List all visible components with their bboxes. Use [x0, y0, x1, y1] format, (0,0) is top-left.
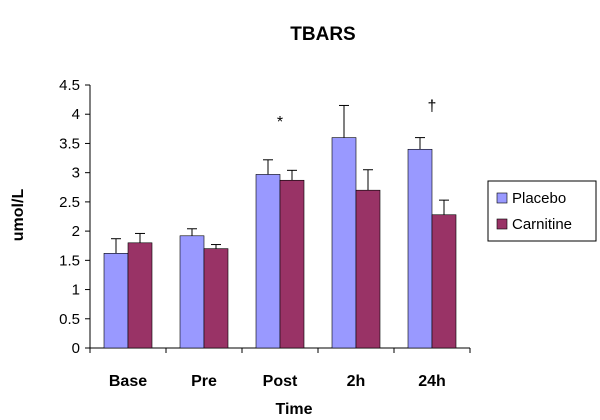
legend-label-placebo: Placebo [512, 190, 566, 207]
y-tick-label: 4 [72, 106, 80, 123]
x-tick-label: Pre [191, 373, 217, 390]
y-tick-label: 2 [72, 223, 80, 240]
bar-placebo-24h [407, 148, 433, 349]
bar-carnitine-24h [431, 214, 457, 349]
chart-title: TBARS [290, 24, 355, 45]
y-tick-label: 0 [72, 340, 80, 357]
y-tick-label: 4.5 [59, 77, 80, 94]
bar-carnitine-2h [355, 189, 381, 349]
y-tick-label: 2.5 [59, 194, 80, 211]
x-tick-label: 2h [347, 373, 366, 390]
bar-carnitine-base [127, 242, 153, 349]
y-tick-label: 1 [72, 282, 80, 299]
x-tick-label: 24h [418, 373, 446, 390]
legend-label-carnitine: Carnitine [512, 216, 572, 233]
plot-area: 0 0.5 1 1.5 2 2.5 3 3.5 4 4.5 Base Pre Post 2h 24h * † [59, 77, 471, 390]
y-tick-label: 1.5 [59, 252, 80, 269]
significance-marker: † [428, 98, 437, 115]
x-tick-label: Base [109, 373, 147, 390]
y-tick-label: 3 [72, 165, 80, 182]
bar-carnitine-post [279, 179, 305, 349]
x-tick-label: Post [263, 373, 298, 390]
legend-swatch-placebo [496, 192, 508, 204]
x-axis-label: Time [275, 401, 312, 418]
y-tick-label: 0.5 [59, 311, 80, 328]
legend-box [487, 180, 597, 242]
legend-swatch-carnitine [496, 218, 508, 230]
bar-placebo-post [255, 174, 281, 349]
bar-placebo-2h [331, 137, 357, 349]
significance-marker: * [277, 114, 283, 131]
bar-carnitine-pre [203, 248, 229, 349]
legend: Placebo Carnitine [487, 180, 597, 242]
y-tick-label: 3.5 [59, 135, 80, 152]
y-axis-label: umol/L [10, 189, 27, 242]
bar-placebo-pre [179, 235, 205, 349]
bar-placebo-base [103, 253, 129, 349]
